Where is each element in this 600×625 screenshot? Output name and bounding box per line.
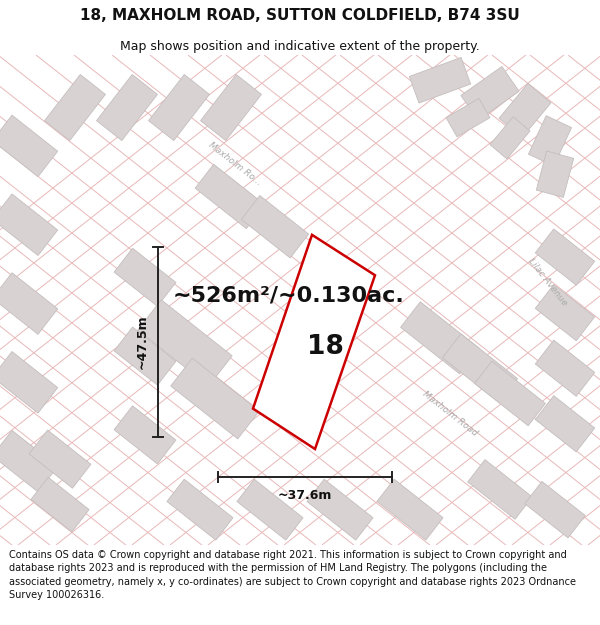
Polygon shape [241,196,308,258]
Polygon shape [442,334,518,402]
Text: 18, MAXHOLM ROAD, SUTTON COLDFIELD, B74 3SU: 18, MAXHOLM ROAD, SUTTON COLDFIELD, B74 … [80,8,520,23]
Polygon shape [535,229,595,285]
Polygon shape [237,479,303,540]
Polygon shape [529,116,572,166]
Polygon shape [377,479,443,540]
Polygon shape [114,406,176,464]
Polygon shape [307,479,373,540]
Polygon shape [499,83,551,138]
Polygon shape [535,396,595,452]
Polygon shape [0,115,58,177]
Polygon shape [29,430,91,488]
Polygon shape [0,431,58,492]
Polygon shape [461,66,519,120]
Polygon shape [475,361,545,426]
Polygon shape [195,164,265,229]
Text: ~37.6m: ~37.6m [278,489,332,502]
Polygon shape [446,98,490,137]
Polygon shape [525,481,585,538]
Polygon shape [171,358,259,439]
Polygon shape [409,58,470,103]
Text: Maxholm Ro...: Maxholm Ro... [207,141,263,188]
Polygon shape [114,327,176,385]
Polygon shape [31,478,89,532]
Polygon shape [44,74,106,141]
Text: Maxholm Road: Maxholm Road [421,389,479,438]
Polygon shape [97,74,157,141]
Polygon shape [401,302,479,374]
Text: Contains OS data © Crown copyright and database right 2021. This information is : Contains OS data © Crown copyright and d… [9,549,576,601]
Polygon shape [490,117,530,159]
Polygon shape [0,194,58,256]
Polygon shape [0,272,58,334]
Polygon shape [253,235,375,449]
Polygon shape [149,74,209,141]
Text: Lilac Avenue: Lilac Avenue [527,257,569,308]
Polygon shape [535,340,595,396]
Polygon shape [200,74,262,141]
Polygon shape [114,248,176,306]
Text: Map shows position and indicative extent of the property.: Map shows position and indicative extent… [120,39,480,52]
Polygon shape [0,352,58,413]
Polygon shape [167,479,233,540]
Text: ~47.5m: ~47.5m [136,314,149,369]
Polygon shape [535,284,595,341]
Polygon shape [468,459,532,519]
Text: 18: 18 [307,334,344,360]
Polygon shape [138,300,232,386]
Polygon shape [536,151,574,198]
Text: ~526m²/~0.130ac.: ~526m²/~0.130ac. [173,286,405,306]
